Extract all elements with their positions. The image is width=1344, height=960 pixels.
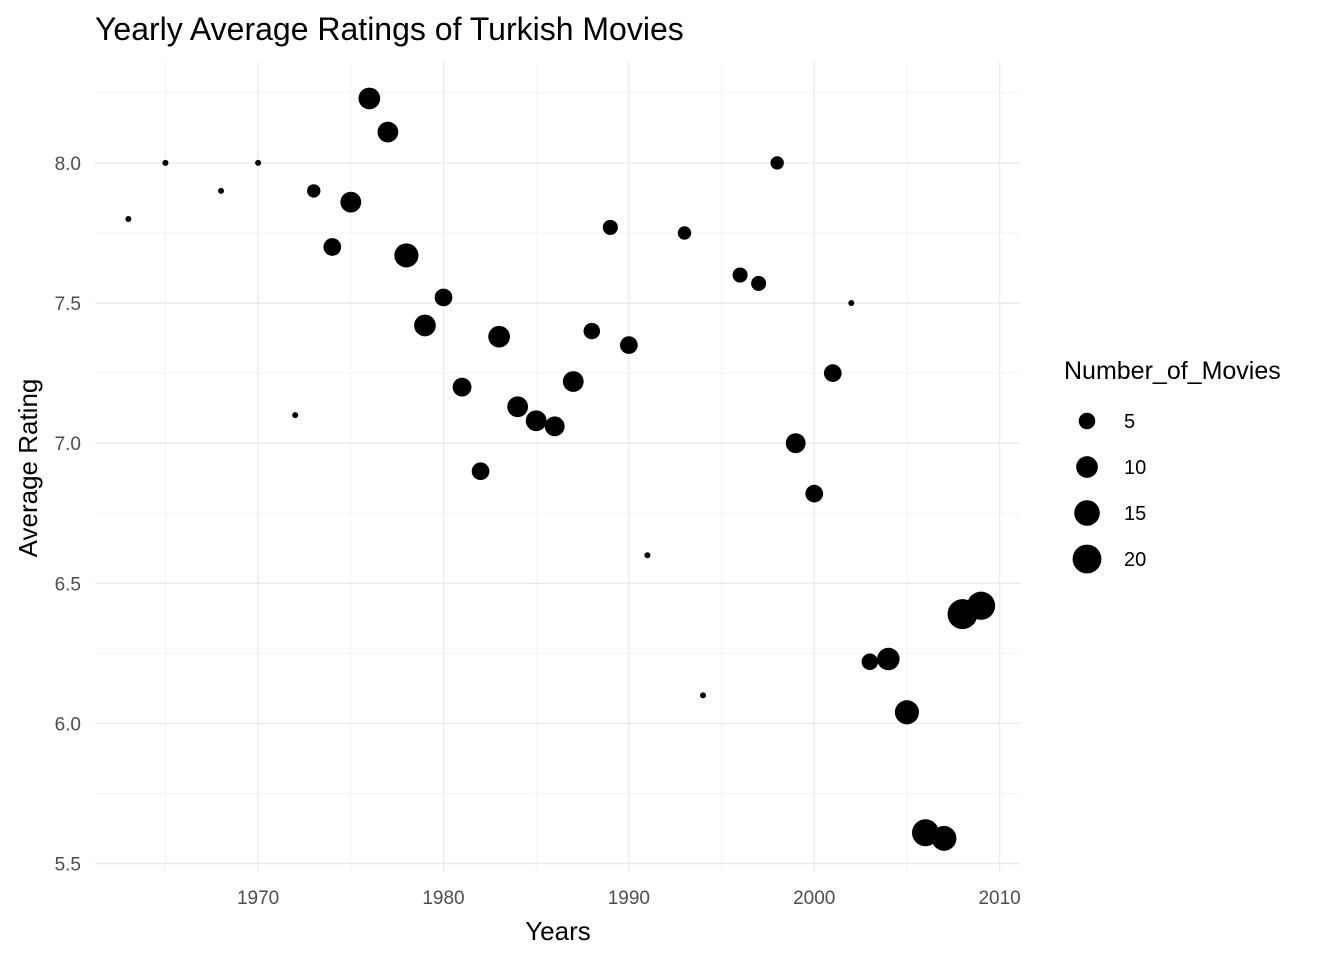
data-point (218, 187, 225, 194)
legend-title: Number_of_Movies (1064, 357, 1281, 385)
data-point (414, 314, 436, 337)
data-point (544, 416, 565, 437)
data-point (785, 433, 806, 454)
data-point (292, 412, 299, 419)
data-point (894, 700, 919, 725)
data-point (602, 219, 618, 235)
data-point (340, 191, 362, 213)
x-tick-label: 2010 (978, 888, 1020, 909)
data-point (162, 159, 169, 166)
data-point (700, 692, 707, 699)
x-tick-label: 1980 (422, 888, 464, 909)
data-point (307, 184, 321, 198)
data-point (644, 552, 651, 559)
data-point (620, 336, 638, 354)
y-tick-label: 6.0 (55, 714, 81, 735)
data-point (877, 647, 900, 671)
data-point (525, 410, 547, 432)
data-point (394, 243, 419, 268)
legend-key (1072, 544, 1102, 574)
x-tick-label: 1970 (237, 888, 279, 909)
data-point (358, 87, 381, 110)
data-point (805, 484, 824, 503)
y-axis-title: Average Rating (13, 379, 43, 558)
size-legend: Number_of_Movies 5 10 15 20 (1064, 357, 1281, 574)
legend-label: 15 (1124, 503, 1146, 525)
y-tick-label: 5.5 (55, 855, 81, 876)
x-tick-label: 1990 (608, 888, 650, 909)
data-point (488, 325, 510, 348)
y-tick-label: 6.5 (55, 574, 81, 595)
data-point (452, 377, 472, 397)
x-tick-label: 2000 (793, 888, 835, 909)
tick-labels: 1970 1980 1990 2000 2010 5.5 6.0 6.5 7.0 7.5 8.0 (55, 154, 1021, 909)
data-point (562, 371, 584, 392)
grid (95, 62, 1020, 872)
data-point (434, 288, 453, 307)
data-point (677, 226, 692, 240)
legend-key (1078, 412, 1096, 430)
data-point (471, 462, 490, 481)
legend-label: 5 (1124, 411, 1135, 433)
chart-title: Yearly Average Ratings of Turkish Movies (95, 11, 684, 47)
legend-label: 10 (1124, 457, 1146, 479)
data-point (751, 275, 767, 291)
data-point (931, 825, 957, 851)
data-point (823, 364, 842, 382)
data-point (255, 159, 262, 166)
legend-label: 20 (1124, 549, 1146, 571)
data-point (377, 121, 399, 143)
data-point (848, 300, 855, 307)
y-tick-label: 7.0 (55, 434, 81, 455)
y-tick-label: 7.5 (55, 294, 81, 315)
data-point (323, 238, 342, 256)
data-point (507, 396, 529, 418)
y-tick-label: 8.0 (55, 154, 81, 175)
data-point (770, 156, 784, 170)
data-point (861, 653, 879, 671)
legend-key (1076, 456, 1098, 478)
data-points (125, 87, 996, 851)
x-axis-title: Years (525, 916, 591, 946)
legend-key (1074, 500, 1100, 526)
data-point (966, 591, 996, 620)
data-point (583, 322, 601, 340)
data-point (125, 215, 132, 222)
data-point (732, 267, 748, 283)
